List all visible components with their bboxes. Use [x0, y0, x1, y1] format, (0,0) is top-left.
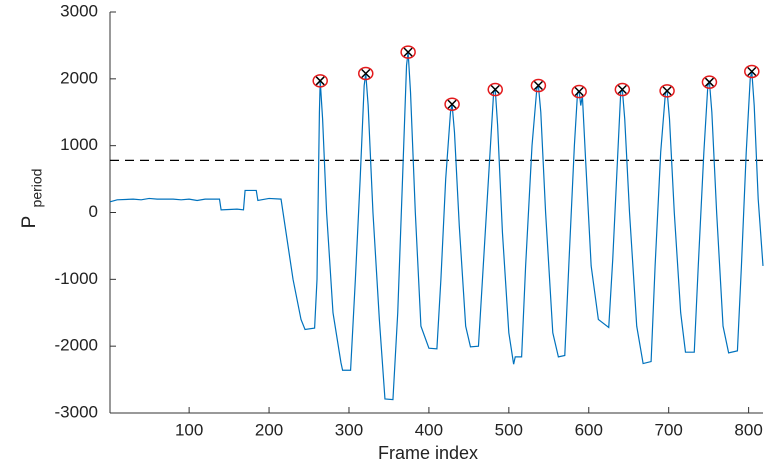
- peak-circle: [659, 84, 675, 98]
- peak-circle: [487, 82, 503, 97]
- y-tick-label: 0: [89, 202, 98, 221]
- signal-line: [109, 52, 764, 401]
- x-tick-label: 800: [734, 420, 762, 439]
- peak-circle: [358, 66, 374, 81]
- y-axis-label-group: P period: [19, 169, 45, 229]
- y-tick-label: 2000: [60, 68, 98, 87]
- y-tick-label: -2000: [55, 336, 98, 355]
- x-tick-label: 200: [255, 420, 283, 439]
- x-tick-label: 400: [415, 420, 443, 439]
- peak-cross: [403, 47, 413, 57]
- peak-circle: [614, 82, 631, 97]
- peak-cross: [662, 86, 672, 96]
- peak-cross: [315, 76, 325, 86]
- peak-cross: [574, 87, 584, 97]
- x-tick-label: 100: [175, 420, 203, 439]
- peak-circle: [744, 64, 760, 79]
- y-tick-label: -3000: [55, 402, 98, 421]
- peak-circle: [312, 74, 328, 88]
- peak-cross: [447, 99, 457, 109]
- y-tick-label: 3000: [60, 1, 98, 20]
- peak-cross: [533, 80, 543, 91]
- x-axis-label: Frame index: [378, 443, 478, 463]
- y-axis-label-subscript: period: [29, 169, 45, 208]
- peak-circle: [530, 78, 547, 93]
- x-tick-label: 700: [654, 420, 682, 439]
- peak-circle: [571, 84, 587, 99]
- peak-cross: [704, 77, 714, 87]
- peak-cross: [361, 68, 371, 79]
- y-tick-label: -1000: [55, 269, 98, 288]
- peak-circle: [444, 97, 460, 111]
- x-tick-label: 600: [575, 420, 603, 439]
- y-tick-label: 1000: [60, 135, 98, 154]
- x-tick-label: 500: [495, 420, 523, 439]
- peak-circle: [701, 75, 718, 89]
- x-tick-label: 300: [335, 420, 363, 439]
- peak-circle: [400, 45, 416, 59]
- y-axis-label: P: [19, 216, 40, 229]
- peak-cross: [747, 66, 757, 77]
- peak-cross: [617, 84, 627, 95]
- peak-cross: [490, 84, 500, 95]
